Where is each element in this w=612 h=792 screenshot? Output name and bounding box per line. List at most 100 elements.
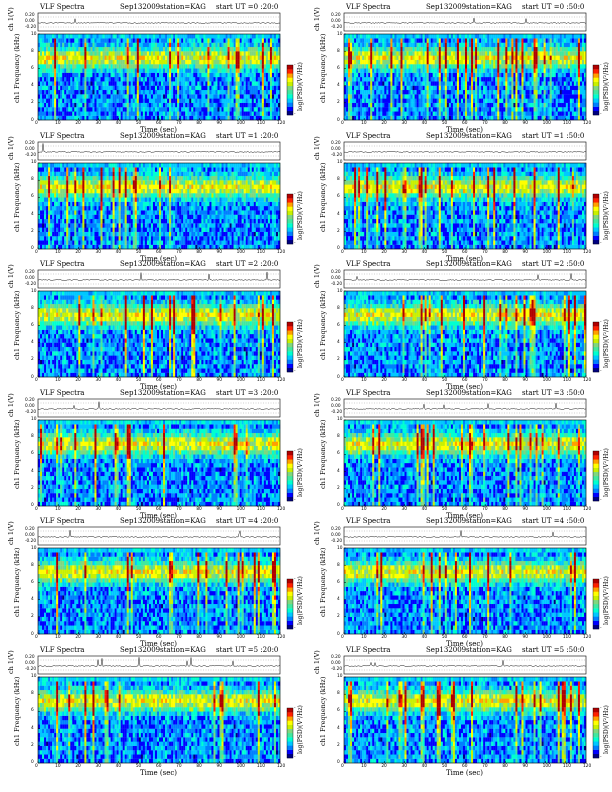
- panel-start-ut: start UT =2 :20:0: [216, 260, 278, 268]
- colorbar-frame: [286, 578, 294, 630]
- y-tick-label: 10: [31, 160, 36, 165]
- colorbar-label: log(PSD)(V²/Hz): [603, 191, 610, 240]
- y-tick-label: 4: [31, 212, 34, 217]
- colorbar-tick-label: -: [600, 577, 602, 582]
- plot-canvas: [343, 269, 600, 378]
- x-tick-label: 80: [502, 378, 507, 383]
- x-tick-label: 60: [156, 121, 161, 126]
- x-tick-label: 60: [462, 121, 467, 126]
- voltage-tick-label: -0.20: [331, 25, 342, 30]
- x-tick-label: 70: [176, 121, 181, 126]
- panel-date: Sep132009: [120, 517, 160, 525]
- voltage-tick-label: 0.20: [331, 527, 341, 532]
- voltage-tick-label: 0.00: [25, 147, 35, 152]
- plot-canvas: [37, 269, 294, 378]
- x-tick-label: 70: [176, 764, 181, 769]
- y-tick-label: 2: [31, 614, 34, 619]
- x-tick-label: 70: [482, 507, 487, 512]
- x-tick-label: 10: [55, 635, 60, 640]
- y-tick-label: 0: [337, 246, 340, 251]
- panel-title: VLF Spectra: [40, 260, 84, 268]
- y-tick-label: 4: [31, 340, 34, 345]
- x-tick-label: 10: [361, 121, 366, 126]
- panel-start-ut: start UT =4 :50:0: [522, 517, 584, 525]
- colorbar-label: log(PSD)(V²/Hz): [603, 448, 610, 497]
- panel-title: VLF Spectra: [346, 517, 390, 525]
- y-tick-label: 6: [31, 323, 34, 328]
- panel-date: Sep132009: [426, 389, 466, 397]
- x-tick-label: 100: [237, 378, 245, 383]
- waveform-trace: [37, 656, 281, 667]
- waveform-ylabel: ch 1(V): [313, 7, 321, 31]
- panel-title: VLF Spectra: [40, 132, 84, 140]
- x-tick-label: 0: [341, 635, 344, 640]
- x-tick-label: 70: [482, 378, 487, 383]
- x-tick-label: 110: [563, 378, 571, 383]
- plot-canvas: [343, 655, 600, 763]
- waveform-ylabel: ch 1(V): [313, 136, 321, 160]
- x-tick-label: 20: [75, 764, 80, 769]
- y-tick-label: 6: [337, 323, 340, 328]
- x-tick-label: 10: [361, 250, 366, 255]
- y-tick-label: 0: [31, 503, 34, 508]
- colorbar-frame: [592, 64, 600, 116]
- y-tick-label: 6: [337, 194, 340, 199]
- plot-canvas: [343, 526, 600, 635]
- voltage-tick-label: 0.20: [331, 141, 341, 146]
- y-tick-label: 2: [337, 100, 340, 105]
- spectrogram-heatmap: [344, 676, 587, 763]
- x-tick-label: 20: [381, 378, 386, 383]
- x-tick-label: 20: [75, 378, 80, 383]
- x-tick-label: 80: [196, 507, 201, 512]
- time-xlabel: Time (sec): [446, 255, 483, 263]
- voltage-tick-label: 0.00: [25, 276, 35, 281]
- waveform-trace: [343, 17, 587, 24]
- voltage-tick-label: 0.20: [25, 270, 35, 275]
- x-tick-label: 70: [482, 250, 487, 255]
- x-tick-label: 120: [277, 635, 285, 640]
- y-tick-label: 8: [31, 563, 34, 568]
- panel-start-ut: start UT =0 :50:0: [522, 3, 584, 11]
- spectrogram-heatmap: [344, 548, 587, 635]
- colorbar: [593, 579, 599, 630]
- voltage-tick-label: -0.20: [331, 153, 342, 158]
- x-tick-label: 50: [136, 250, 141, 255]
- panel-start-ut: start UT =4 :20:0: [216, 517, 278, 525]
- panel-date: Sep132009: [426, 3, 466, 11]
- x-tick-label: 40: [422, 121, 427, 126]
- x-tick-label: 30: [96, 764, 101, 769]
- waveform-ylabel: ch 1(V): [313, 650, 321, 674]
- x-tick-label: 40: [422, 507, 427, 512]
- plot-canvas: [37, 12, 294, 121]
- panel-start-ut: start UT =5 :50:0: [522, 646, 584, 654]
- frequency-ylabel: ch1 Frequency (kHz): [319, 419, 327, 488]
- x-tick-label: 50: [136, 764, 141, 769]
- x-tick-label: 80: [196, 121, 201, 126]
- panel-station: station=KAG: [160, 132, 206, 140]
- panel-date: Sep132009: [120, 132, 160, 140]
- panel-station: station=KAG: [466, 260, 512, 268]
- time-xlabel: Time (sec): [140, 640, 177, 648]
- x-tick-label: 100: [237, 250, 245, 255]
- x-tick-label: 40: [116, 507, 121, 512]
- plot-canvas: [37, 398, 294, 506]
- panel-start-ut: start UT =2 :50:0: [522, 260, 584, 268]
- x-tick-label: 60: [156, 507, 161, 512]
- x-tick-label: 120: [583, 507, 591, 512]
- x-tick-label: 100: [237, 764, 245, 769]
- x-tick-label: 90: [523, 764, 528, 769]
- y-tick-label: 8: [337, 306, 340, 311]
- panel-station: station=KAG: [466, 132, 512, 140]
- waveform-ylabel: ch 1(V): [313, 393, 321, 417]
- x-tick-label: 110: [563, 635, 571, 640]
- x-tick-label: 20: [75, 250, 80, 255]
- voltage-tick-label: 0.20: [25, 398, 35, 403]
- panel-station: station=KAG: [466, 3, 512, 11]
- x-tick-label: 30: [402, 507, 407, 512]
- waveform-trace: [37, 18, 281, 24]
- spectrogram-heatmap: [344, 419, 587, 506]
- x-tick-label: 60: [462, 378, 467, 383]
- panel-start-ut: start UT =3 :50:0: [522, 389, 584, 397]
- colorbar-frame: [286, 193, 294, 244]
- x-tick-label: 30: [96, 507, 101, 512]
